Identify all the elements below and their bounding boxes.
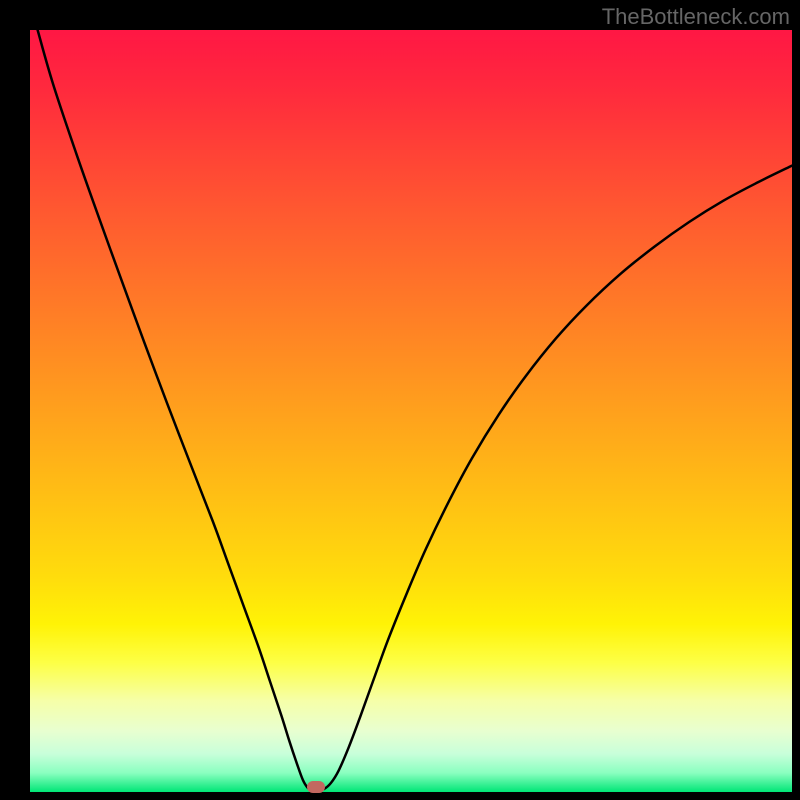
bottleneck-curve [0, 0, 800, 800]
watermark-text: TheBottleneck.com [602, 4, 790, 30]
optimal-point-marker [307, 781, 325, 793]
